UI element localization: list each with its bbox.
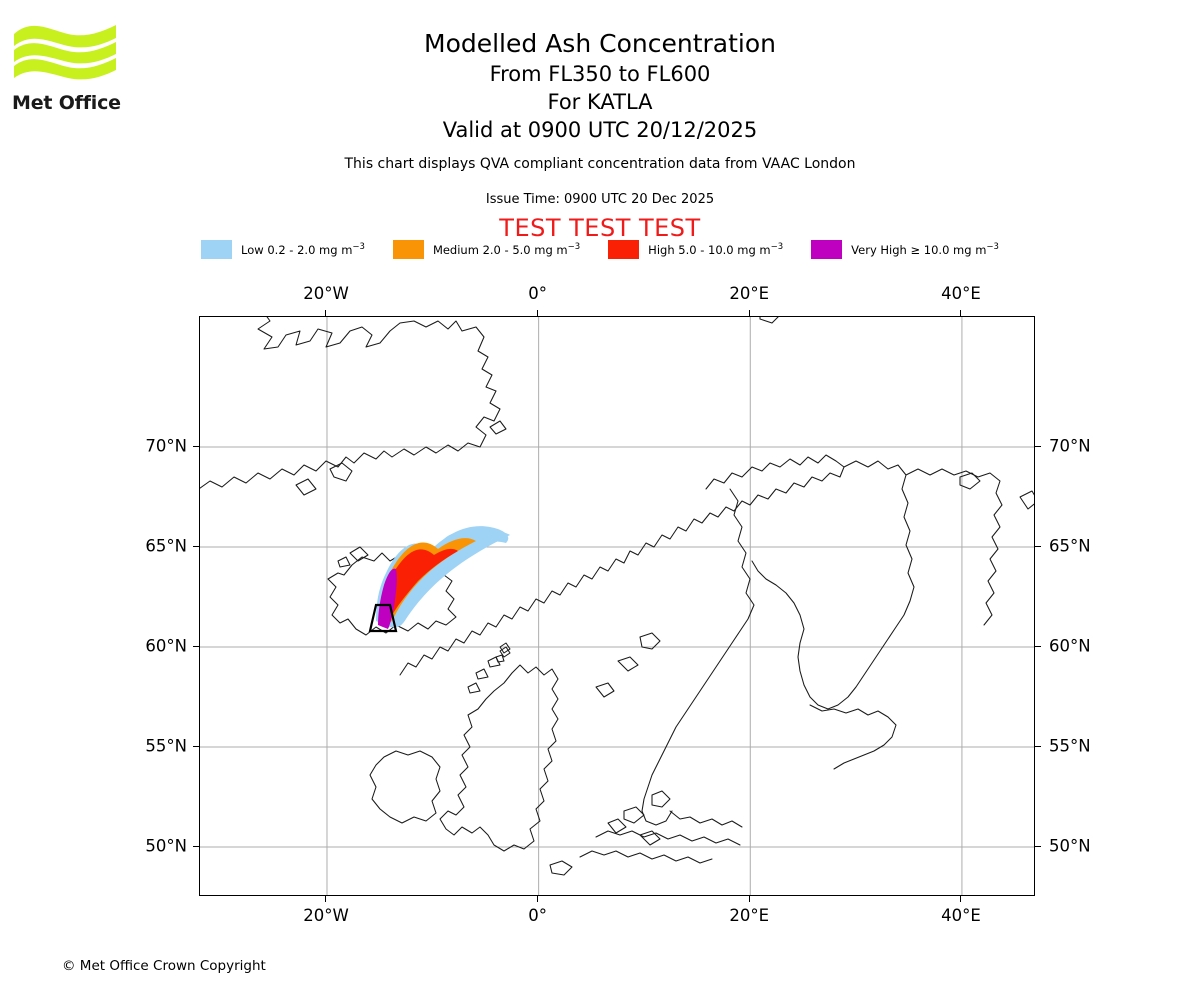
lat-label-right-50°N: 50°N (1049, 836, 1091, 856)
axis-tick (1035, 745, 1041, 747)
lat-label-right-55°N: 55°N (1049, 736, 1091, 756)
legend-label-low: Low 0.2 - 2.0 mg m−3 (241, 242, 365, 257)
axis-tick (1035, 545, 1041, 547)
concentration-legend: Low 0.2 - 2.0 mg m−3 Medium 2.0 - 5.0 mg… (0, 240, 1200, 259)
legend-item-high: High 5.0 - 10.0 mg m−3 (608, 240, 783, 259)
axis-tick (537, 896, 539, 902)
lon-label-bottom-40°E: 40°E (941, 906, 981, 925)
chart-title-line1: Modelled Ash Concentration (424, 29, 776, 58)
legend-swatch-very-high (811, 240, 843, 259)
axis-tick (1035, 445, 1041, 447)
met-office-logo-text: Met Office (12, 92, 121, 114)
lat-label-left-70°N: 70°N (145, 436, 187, 456)
legend-label-high: High 5.0 - 10.0 mg m−3 (648, 242, 784, 257)
chart-title-line2: From FL350 to FL600 (489, 62, 711, 86)
lon-label-bottom-20°E: 20°E (729, 906, 770, 925)
lon-label-top-20°W: 20°W (303, 284, 349, 303)
lat-label-left-65°N: 65°N (145, 536, 187, 556)
legend-swatch-medium (392, 240, 424, 259)
chart-title-line4: Valid at 0900 UTC 20/12/2025 (442, 118, 758, 142)
legend-swatch-high (608, 240, 640, 259)
lon-label-bottom-20°W: 20°W (303, 906, 349, 925)
test-banner: TEST TEST TEST (499, 214, 701, 242)
axis-tick (537, 310, 539, 316)
axis-tick (193, 745, 199, 747)
legend-item-very-high: Very High ≥ 10.0 mg m−3 (811, 240, 999, 259)
ash-concentration-map: 20°W 20°W 0° 0° 20°E 20°E 40°E 40°E 70°N 70°N 65°N… (145, 284, 1090, 925)
issue-time: Issue Time: 0900 UTC 20 Dec 2025 (485, 192, 715, 207)
coastlines (200, 317, 1034, 876)
axis-tick (193, 445, 199, 447)
lat-label-left-50°N: 50°N (145, 836, 187, 856)
axis-tick (325, 310, 327, 316)
lat-label-left-55°N: 55°N (145, 736, 187, 756)
legend-item-medium: Medium 2.0 - 5.0 mg m−3 (392, 240, 581, 259)
lon-label-top-0°: 0° (528, 284, 547, 303)
lon-label-top-20°E: 20°E (729, 284, 770, 303)
chart-title-block: Modelled Ash Concentration From FL350 to… (0, 28, 1200, 144)
axis-tick (193, 845, 199, 847)
met-office-logo: Met Office (12, 20, 132, 115)
lat-label-right-70°N: 70°N (1049, 436, 1091, 456)
volcano-source-marker (368, 603, 398, 633)
chart-title-line3: For KATLA (547, 90, 653, 114)
axis-tick (960, 896, 962, 902)
map-frame (199, 316, 1035, 896)
met-office-waves-icon (14, 25, 116, 80)
lat-label-left-60°N: 60°N (145, 636, 187, 656)
legend-item-low: Low 0.2 - 2.0 mg m−3 (201, 240, 365, 259)
axis-tick (193, 645, 199, 647)
map-canvas (200, 317, 1034, 895)
axis-tick (748, 310, 750, 316)
ash-plume-high (382, 548, 458, 619)
legend-label-very-high: Very High ≥ 10.0 mg m−3 (851, 242, 999, 257)
lat-label-right-65°N: 65°N (1049, 536, 1091, 556)
map-gridlines (200, 317, 1034, 895)
copyright-footer: © Met Office Crown Copyright (62, 958, 266, 974)
axis-tick (748, 896, 750, 902)
ash-plume-low-upper (426, 526, 509, 577)
lat-label-right-60°N: 60°N (1049, 636, 1091, 656)
lon-label-bottom-0°: 0° (528, 906, 547, 925)
lon-label-top-40°E: 40°E (941, 284, 981, 303)
axis-tick (1035, 645, 1041, 647)
legend-swatch-low (201, 240, 233, 259)
axis-tick (325, 896, 327, 902)
axis-tick (193, 545, 199, 547)
axis-tick (960, 310, 962, 316)
legend-label-medium: Medium 2.0 - 5.0 mg m−3 (432, 242, 581, 257)
ash-plume (368, 526, 510, 633)
chart-subtitle: This chart displays QVA compliant concen… (344, 156, 856, 172)
axis-tick (1035, 845, 1041, 847)
